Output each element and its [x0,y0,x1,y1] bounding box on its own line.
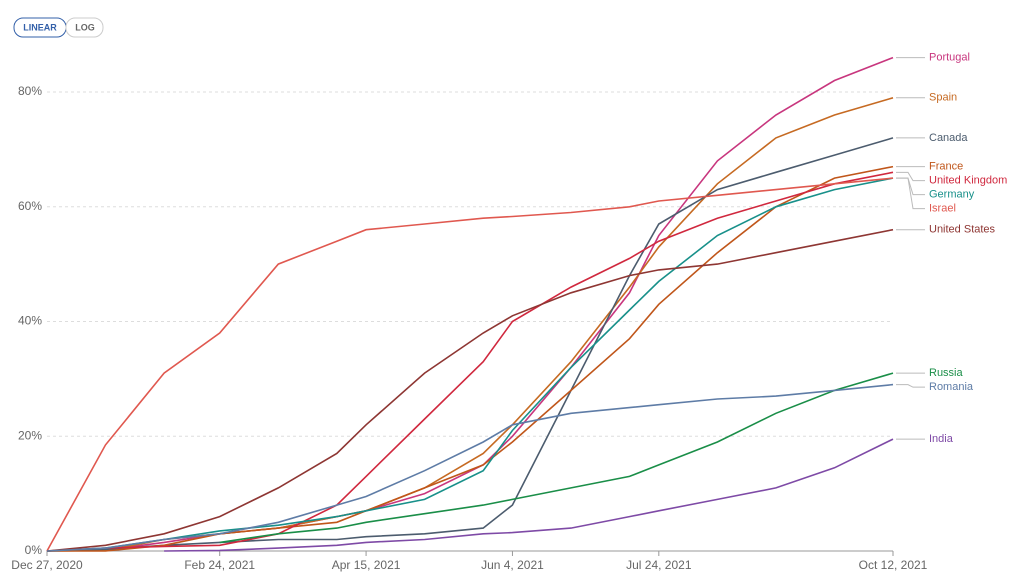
series-label: Canada [929,132,968,144]
series-line [46,177,894,552]
x-tick-label: Jun 4, 2021 [481,558,544,572]
x-tick-label: Apr 15, 2021 [332,558,401,572]
series-line [46,171,894,552]
series-label: Romania [929,381,974,393]
y-tick-label: 60% [18,199,42,213]
x-tick-label: Oct 12, 2021 [859,558,928,572]
x-tick-label: Dec 27, 2020 [11,558,83,572]
series-line [46,97,894,552]
label-leader [896,177,925,210]
y-tick-label: 0% [25,543,43,557]
series-label: Spain [929,92,957,104]
series-label: United States [929,224,996,236]
series-line [47,165,894,552]
series-line [164,438,894,552]
series-line [46,228,894,552]
linear-label[interactable]: LINEAR [23,22,57,32]
series-label: Israel [929,203,956,215]
series-line [46,177,894,552]
label-leader [896,171,925,182]
series-label: India [929,433,954,445]
log-button[interactable] [65,17,104,38]
y-tick-label: 80% [18,84,42,98]
series-label: Russia [929,367,964,379]
scale-toggle: LINEAR LOG [13,17,104,38]
series-label: Portugal [929,52,970,64]
series-line [46,137,894,552]
label-leader [896,384,925,388]
x-tick-label: Feb 24, 2021 [184,558,255,572]
series-label: France [929,161,963,173]
series-line [46,383,894,552]
y-tick-label: 40% [18,314,42,328]
log-label[interactable]: LOG [75,22,95,32]
series-label: United Kingdom [929,175,1007,187]
y-tick-label: 20% [18,428,42,442]
series-line [219,372,894,544]
x-tick-label: Jul 24, 2021 [626,558,692,572]
series-label: Germany [929,189,975,201]
